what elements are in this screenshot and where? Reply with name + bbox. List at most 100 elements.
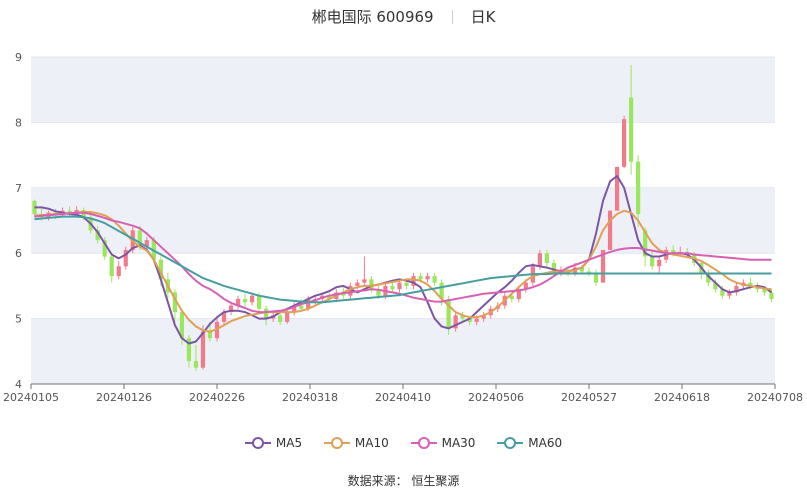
candle-body <box>264 308 269 319</box>
candle-body <box>390 285 395 290</box>
x-tick-label: 20240126 <box>96 391 152 404</box>
legend-label-ma60: MA60 <box>528 436 563 450</box>
candle-body <box>257 295 262 309</box>
candle-body <box>650 256 655 267</box>
data-source: 数据来源： 恒生聚源 <box>347 474 460 488</box>
x-tick-label: 20240226 <box>189 391 245 404</box>
candle-body <box>299 305 304 309</box>
title-separator <box>451 10 453 24</box>
candle-body <box>657 259 662 267</box>
candle-body <box>249 295 255 303</box>
legend: MA5 MA10 MA30 MA60 <box>0 436 807 453</box>
candle-body <box>292 305 297 313</box>
chart-title-name: 郴电国际 600969 <box>311 8 434 26</box>
candle-body <box>432 276 437 283</box>
candle-body <box>411 276 416 286</box>
chart-period: 日K <box>470 8 496 26</box>
candle-body <box>228 305 234 313</box>
candle-body <box>769 292 774 299</box>
candle-body <box>144 240 149 247</box>
candle-body <box>481 315 486 319</box>
y-tick-label: 8 <box>15 116 22 129</box>
x-tick-label: 20240708 <box>747 391 803 404</box>
candle-body <box>355 282 360 286</box>
y-tick-label: 6 <box>15 247 22 260</box>
x-tick-label: 20240410 <box>375 391 431 404</box>
candle-body <box>614 166 620 211</box>
x-tick-label: 20240618 <box>654 391 710 404</box>
legend-item-ma10[interactable]: MA10 <box>323 436 389 450</box>
candle-body <box>551 263 557 273</box>
candle-body <box>278 315 283 322</box>
x-axis: 20240105 20240126 20240226 20240318 20240410… <box>3 383 803 404</box>
candle-body <box>748 282 753 286</box>
candle-body <box>158 259 163 280</box>
legend-marker-ma30 <box>410 436 437 450</box>
candle-body <box>362 279 367 283</box>
candle-body <box>706 272 711 283</box>
candle-body <box>95 230 100 241</box>
legend-marker-ma60 <box>497 436 524 450</box>
candle-body <box>137 230 142 247</box>
candle-body <box>467 318 472 322</box>
candle-body <box>607 210 613 250</box>
candle-body <box>586 271 592 273</box>
candle-body <box>509 295 514 299</box>
series-line-ma60 <box>34 215 772 304</box>
candle-body <box>621 119 627 167</box>
candle-body <box>376 289 381 296</box>
x-tick-label: 20240318 <box>282 391 338 404</box>
candle-body <box>600 249 606 283</box>
candle-body <box>221 312 227 322</box>
legend-item-ma60[interactable]: MA60 <box>497 436 562 450</box>
candle-body <box>629 97 634 162</box>
candle-body <box>207 331 213 339</box>
candle-body <box>460 315 465 319</box>
series-line-ma10 <box>34 209 772 333</box>
candle-body <box>453 315 458 329</box>
candle-body <box>348 285 353 296</box>
legend-item-ma30[interactable]: MA30 <box>410 436 476 450</box>
candle-body <box>762 289 767 293</box>
candle-body <box>474 318 479 322</box>
candle-body <box>446 298 451 329</box>
candle-body <box>397 282 402 290</box>
candle-body <box>579 267 585 272</box>
legend-item-ma5[interactable]: MA5 <box>244 436 303 450</box>
ma-lines <box>34 175 773 345</box>
y-tick-label: 4 <box>15 378 22 391</box>
candle-body <box>123 249 128 267</box>
candle-body <box>327 295 332 299</box>
chart-title: 郴电国际 600969 日K <box>0 6 807 27</box>
candle-body <box>734 285 739 293</box>
y-tick-label: 9 <box>15 51 22 64</box>
candle-body <box>636 161 641 214</box>
y-tick-label: 7 <box>15 182 22 195</box>
legend-marker-ma5 <box>244 436 271 450</box>
candle-body <box>523 282 528 290</box>
legend-label-ma30: MA30 <box>441 436 476 450</box>
grid-band <box>31 57 775 123</box>
legend-label-ma5: MA5 <box>275 436 303 450</box>
candle-body <box>285 312 290 322</box>
candle-body <box>109 256 114 277</box>
candle-body <box>727 292 732 296</box>
candle-body <box>179 312 185 339</box>
candle-body <box>643 230 648 257</box>
candle-body <box>593 272 599 283</box>
legend-marker-ma10 <box>323 436 350 450</box>
y-tick-label: 5 <box>15 313 22 326</box>
candle-body <box>516 289 521 299</box>
candle-body <box>418 276 423 280</box>
y-axis: 4 5 6 7 8 9 <box>15 51 22 391</box>
grid-band <box>31 318 775 384</box>
candle-body <box>306 298 311 309</box>
candle-body <box>671 249 676 254</box>
candle-body <box>102 240 107 257</box>
candle-body <box>439 282 444 299</box>
candle-body <box>544 253 549 264</box>
x-tick-label: 20240506 <box>468 391 524 404</box>
candle-body <box>537 253 542 267</box>
candle-body <box>404 282 409 286</box>
